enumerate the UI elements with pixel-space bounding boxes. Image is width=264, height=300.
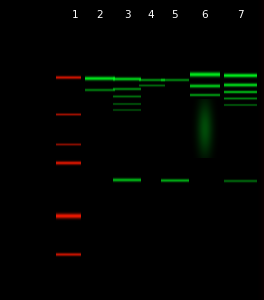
Text: 37: 37 bbox=[15, 250, 27, 260]
Text: 6: 6 bbox=[201, 11, 208, 20]
Text: 3: 3 bbox=[124, 11, 130, 20]
Text: 1: 1 bbox=[72, 11, 78, 20]
Text: 5: 5 bbox=[171, 11, 177, 20]
Text: 250: 250 bbox=[9, 73, 27, 83]
Text: 100: 100 bbox=[9, 140, 27, 150]
Text: 2: 2 bbox=[97, 11, 103, 20]
Text: kDa: kDa bbox=[18, 11, 37, 21]
Text: 4: 4 bbox=[148, 11, 154, 20]
Text: 50: 50 bbox=[15, 212, 27, 222]
Text: 7: 7 bbox=[237, 11, 243, 20]
Text: 75: 75 bbox=[15, 158, 27, 168]
Text: 150: 150 bbox=[9, 110, 27, 120]
